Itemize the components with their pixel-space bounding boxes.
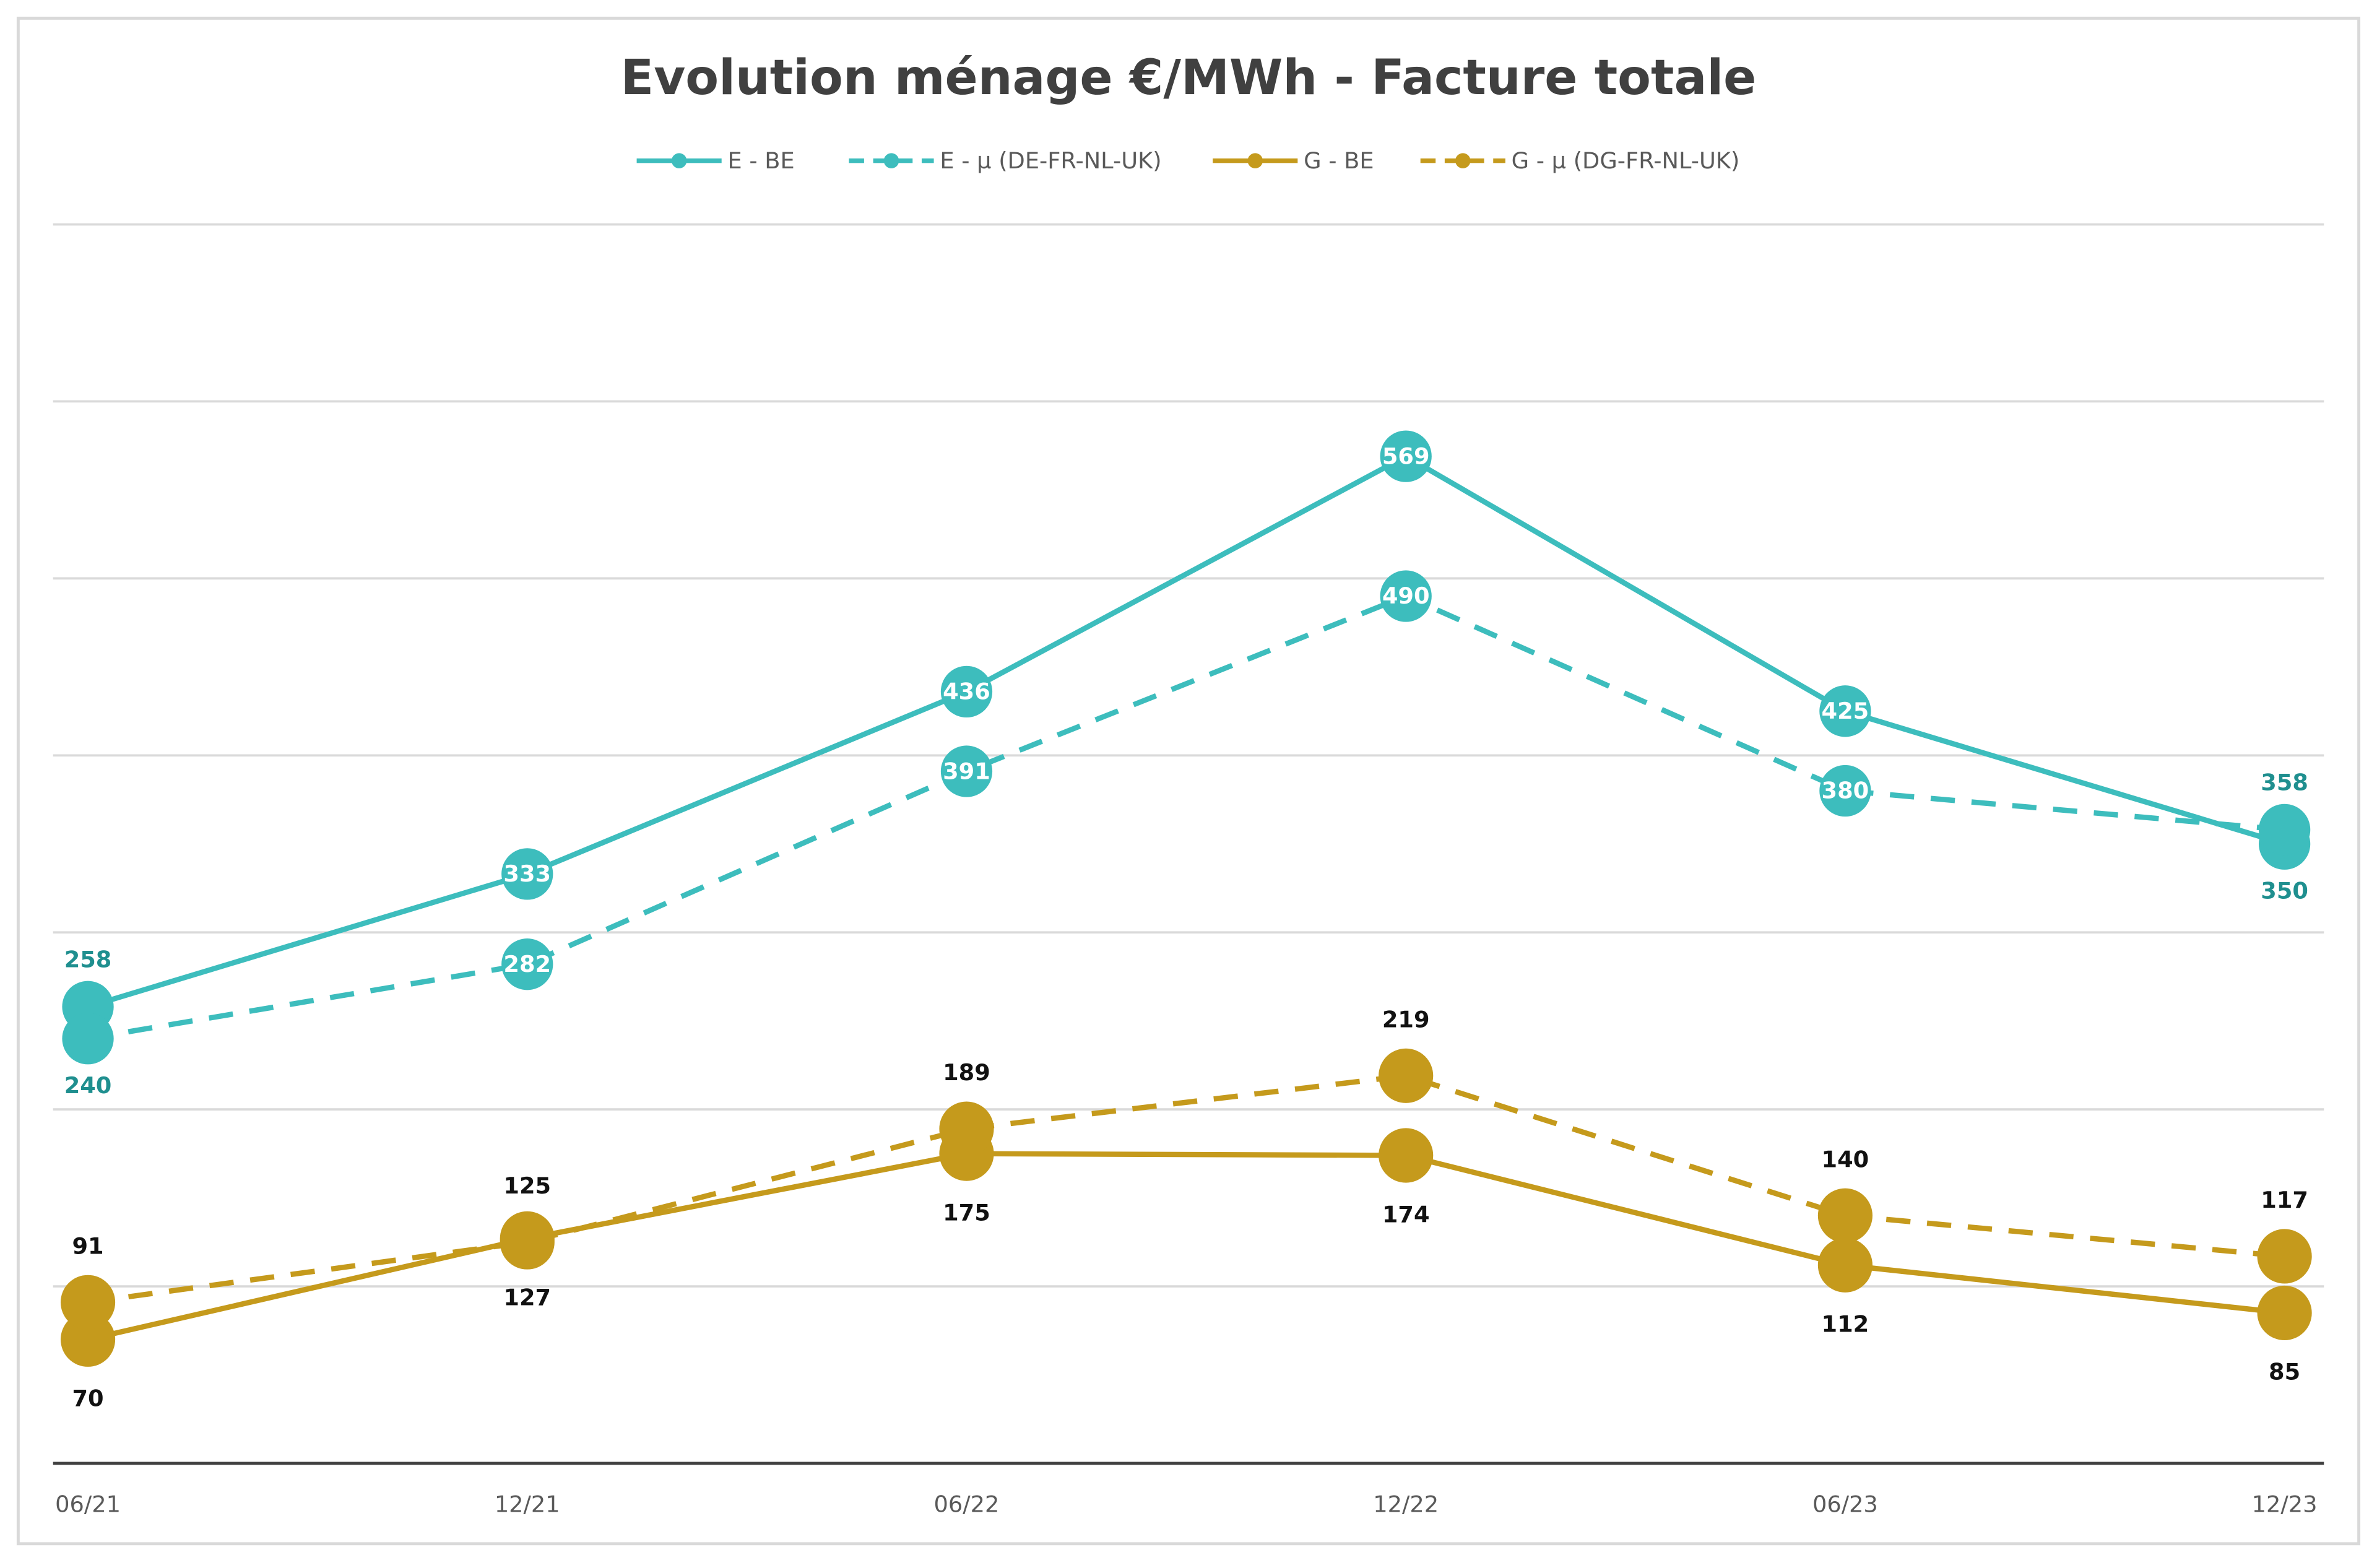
legend-item: E - BE: [636, 147, 795, 174]
series-line: [87, 1151, 2285, 1343]
data-label: 358: [2261, 769, 2308, 796]
legend-item: E - µ (DE-FR-NL-UK): [849, 147, 1162, 174]
data-point: [60, 1275, 116, 1330]
data-point: [1817, 1237, 1873, 1293]
series-points-1: 240 282 391 490 380 358: [62, 570, 2311, 1099]
data-label: 569: [1382, 443, 1430, 469]
series-points-3: 91 125 189 219 140 117: [60, 1006, 2312, 1330]
legend-marker-icon: [1247, 153, 1263, 168]
data-label: 175: [943, 1199, 990, 1226]
data-label: 85: [2269, 1359, 2300, 1385]
series-3: [87, 1073, 2285, 1306]
legend-label: G - µ (DG-FR-NL-UK): [1512, 147, 1740, 174]
chart-title: Evolution ménage €/MWh - Facture totale: [621, 50, 1757, 106]
series-line: [87, 453, 2285, 1010]
x-tick-label: 06/22: [934, 1491, 1000, 1517]
data-label: 174: [1382, 1201, 1430, 1228]
data-point: [501, 938, 553, 990]
legend-marker-icon: [883, 153, 899, 168]
data-label: 117: [2261, 1187, 2308, 1213]
data-label: 240: [64, 1072, 112, 1099]
data-label: 380: [1822, 778, 1869, 804]
chart-frame: [16, 16, 2361, 1546]
series-0: [87, 453, 2285, 1010]
x-tick-label: 06/21: [55, 1491, 121, 1517]
data-label: 436: [943, 678, 990, 705]
data-label: 258: [64, 946, 112, 973]
data-label: 391: [943, 758, 990, 784]
legend-item: G - BE: [1213, 147, 1374, 174]
data-point: [500, 1215, 555, 1270]
x-axis: 06/21 12/21 06/22 12/22 06/23 12/23: [55, 1491, 2317, 1517]
data-point: [1380, 570, 1432, 622]
data-point: [1379, 1048, 1434, 1103]
data-point: [1379, 1128, 1434, 1183]
data-point: [2257, 1285, 2312, 1341]
x-tick-label: 12/21: [495, 1491, 560, 1517]
legend-marker-icon: [1455, 153, 1471, 168]
data-label: 350: [2261, 877, 2308, 904]
data-point: [940, 665, 993, 718]
legend-label: E - µ (DE-FR-NL-UK): [940, 147, 1161, 174]
data-point: [1819, 685, 1871, 737]
x-tick-label: 06/23: [1812, 1491, 1878, 1517]
data-point: [1380, 430, 1432, 482]
data-label: 127: [503, 1284, 551, 1311]
data-label: 91: [72, 1232, 103, 1259]
series-2: [87, 1151, 2285, 1343]
legend-label: E - BE: [728, 147, 795, 174]
legend-label: G - BE: [1304, 147, 1374, 174]
data-point: [2258, 803, 2311, 856]
series-group: 258 333 436 569 425 350 240 282 391 490 380 358 70 12…: [60, 430, 2312, 1412]
legend: E - BE E - µ (DE-FR-NL-UK) G - BE G - µ (DG…: [636, 147, 1740, 174]
data-point: [501, 848, 553, 900]
data-label: 70: [72, 1385, 103, 1412]
data-point: [1819, 765, 1871, 817]
data-point: [1817, 1188, 1873, 1243]
legend-marker-icon: [671, 153, 687, 168]
data-label: 219: [1382, 1006, 1430, 1033]
data-point: [939, 1101, 994, 1156]
series-line: [87, 1073, 2285, 1306]
series-line: [87, 593, 2285, 1041]
data-label: 112: [1822, 1311, 1869, 1338]
data-label: 189: [943, 1059, 990, 1086]
data-label: 282: [503, 951, 551, 977]
data-label: 425: [1822, 698, 1869, 724]
data-point: [940, 745, 993, 797]
legend-item: G - µ (DG-FR-NL-UK): [1420, 147, 1740, 174]
data-label: 490: [1382, 583, 1430, 609]
data-label: 125: [503, 1172, 551, 1199]
x-tick-label: 12/22: [1373, 1491, 1439, 1517]
data-label: 140: [1822, 1146, 1869, 1172]
data-label: 333: [503, 860, 551, 887]
x-tick-label: 12/23: [2252, 1491, 2318, 1517]
gridlines: [53, 223, 2324, 1465]
data-point: [62, 1013, 114, 1065]
series-1: [87, 593, 2285, 1041]
data-point: [2257, 1229, 2312, 1284]
